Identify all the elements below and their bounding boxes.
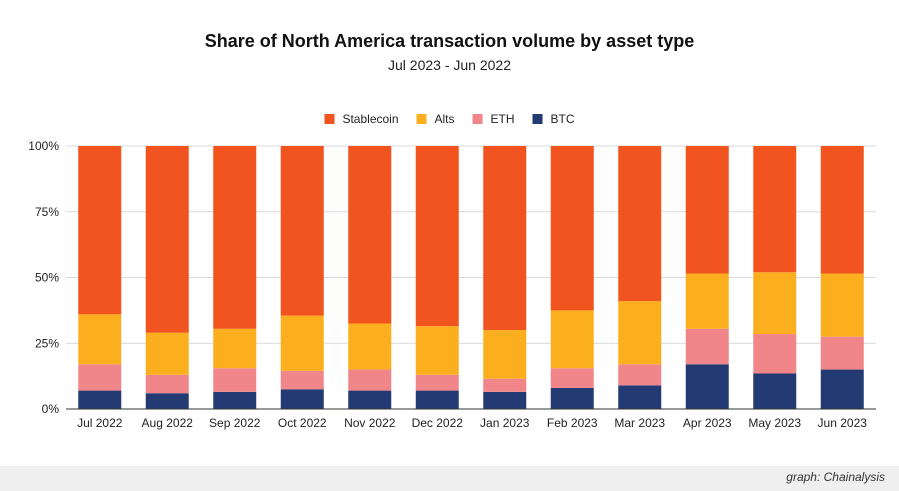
bars (78, 146, 864, 409)
bar-segment-btc (618, 385, 662, 409)
bar-segment-alts (78, 314, 122, 365)
bar-segment-eth (348, 369, 392, 391)
y-tick-label: 75% (35, 205, 59, 219)
bar-segment-eth (685, 328, 729, 365)
stacked-bar-chart: 0% 25% 50% 75% 100% Jul 2022 Aug 2022 Sep 2022 O… (28, 112, 876, 430)
y-tick-label: 50% (35, 271, 59, 285)
bar-segment-eth (415, 374, 459, 391)
gridlines (66, 145, 876, 344)
y-tick-label: 25% (35, 336, 59, 350)
bar-segment-stablecoin (280, 146, 324, 316)
bar-segment-btc (753, 373, 797, 409)
bar-segment-eth (145, 374, 189, 394)
x-tick-label: May 2023 (748, 416, 801, 430)
footer-bar: graph: Chainalysis (0, 466, 899, 491)
x-tick-label: Jun 2023 (818, 416, 868, 430)
bar-segment-btc (550, 387, 594, 409)
bar-segment-btc (78, 390, 122, 409)
bar-segment-alts (685, 273, 729, 329)
x-tick-label: Aug 2022 (142, 416, 194, 430)
x-tick-label: Apr 2023 (683, 416, 732, 430)
bar-segment-stablecoin (348, 146, 392, 324)
x-tick-label: Mar 2023 (614, 416, 665, 430)
bar-segment-stablecoin (213, 146, 257, 329)
bar-segment-eth (78, 364, 122, 391)
bar-segment-alts (280, 315, 324, 371)
chart-card: Share of North America transaction volum… (28, 31, 876, 430)
bar-segment-btc (415, 390, 459, 409)
legend-swatch-eth (472, 114, 483, 124)
x-tick-label: Jul 2022 (77, 416, 123, 430)
y-tick-label: 100% (28, 139, 59, 153)
bar-segment-stablecoin (145, 146, 189, 333)
x-tick-label: Feb 2023 (547, 416, 598, 430)
bar-segment-btc (145, 393, 189, 409)
bar-segment-btc (685, 364, 729, 409)
x-tick-label: Jan 2023 (480, 416, 530, 430)
bar-segment-btc (348, 390, 392, 409)
bar-segment-alts (348, 323, 392, 370)
bar-segment-btc (213, 391, 257, 409)
y-tick-label: 0% (42, 402, 60, 416)
bar-segment-stablecoin (753, 146, 797, 273)
bar-segment-alts (618, 301, 662, 365)
axes: 0% 25% 50% 75% 100% Jul 2022 Aug 2022 Sep 2022 O… (28, 139, 876, 430)
bar-segment-stablecoin (550, 146, 594, 311)
x-tick-label: Nov 2022 (344, 416, 396, 430)
legend-label-alts: Alts (435, 112, 455, 126)
bar-segment-btc (820, 369, 864, 409)
legend: Stablecoin Alts ETH BTC (324, 112, 575, 126)
bar-segment-btc (280, 389, 324, 409)
bar-segment-eth (483, 378, 527, 392)
legend-label-btc: BTC (551, 112, 575, 126)
x-tick-label: Sep 2022 (209, 416, 261, 430)
legend-swatch-stablecoin (324, 114, 335, 124)
bar-segment-btc (483, 391, 527, 409)
bar-segment-stablecoin (820, 146, 864, 274)
legend-label-stablecoin: Stablecoin (342, 112, 398, 126)
bar-segment-stablecoin (483, 146, 527, 331)
x-tick-label: Oct 2022 (278, 416, 327, 430)
bar-segment-stablecoin (685, 146, 729, 274)
chart-subtitle: Jul 2023 - Jun 2022 (388, 57, 511, 73)
chart-title: Share of North America transaction volum… (204, 31, 695, 51)
bar-segment-alts (753, 272, 797, 335)
legend-swatch-alts (416, 114, 427, 124)
bar-segment-alts (213, 328, 257, 369)
bar-segment-eth (618, 364, 662, 386)
bar-segment-eth (280, 370, 324, 390)
bar-segment-alts (415, 326, 459, 375)
legend-label-eth: ETH (491, 112, 515, 126)
bar-segment-alts (145, 332, 189, 375)
bar-segment-eth (820, 336, 864, 370)
legend-swatch-btc (532, 114, 543, 124)
source-credit: graph: Chainalysis (786, 470, 885, 484)
bar-segment-stablecoin (618, 146, 662, 302)
bar-segment-stablecoin (78, 146, 122, 315)
bar-segment-stablecoin (415, 146, 459, 327)
bar-segment-alts (820, 273, 864, 337)
bar-segment-alts (483, 330, 527, 379)
bar-segment-eth (753, 334, 797, 374)
bar-segment-eth (550, 368, 594, 388)
bar-segment-eth (213, 368, 257, 392)
x-tick-label: Dec 2022 (412, 416, 464, 430)
bar-segment-alts (550, 310, 594, 369)
